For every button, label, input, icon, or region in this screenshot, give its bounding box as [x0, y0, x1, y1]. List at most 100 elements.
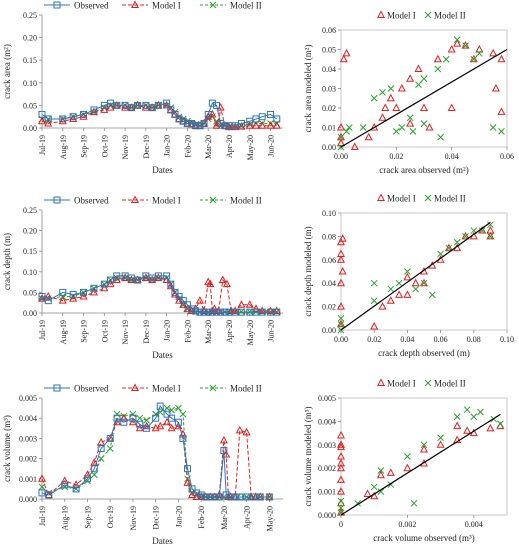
y-tick-label: 0.002 — [318, 464, 336, 473]
legend-marker-model1 — [130, 0, 140, 8]
data-point-observed — [171, 110, 179, 118]
data-point-model1 — [419, 103, 429, 111]
data-point-model2 — [97, 455, 105, 462]
legend-marker-model1 — [376, 10, 386, 18]
data-point-model2 — [478, 227, 486, 234]
y-axis-title: crack depth modeled (m) — [303, 226, 313, 316]
data-point-model1 — [37, 474, 47, 482]
data-point-model2 — [497, 420, 504, 428]
x-tick-label: Sep-19 — [80, 320, 89, 343]
data-point-model1 — [183, 478, 192, 486]
data-point-model1 — [336, 249, 346, 257]
x-axis-title: crack depth observed (m) — [378, 348, 470, 358]
data-point-model1 — [403, 290, 412, 298]
data-point-model1 — [336, 132, 346, 141]
y-tick-label: 0.10 — [23, 268, 37, 277]
data-point-model1 — [100, 283, 109, 292]
legend-marker-model2 — [209, 196, 217, 204]
x-tick-label: Dec-19 — [142, 320, 151, 344]
data-point-model1 — [119, 413, 128, 422]
data-point-model2 — [337, 320, 345, 328]
plot-frame — [340, 397, 508, 516]
data-point-observed — [183, 301, 191, 309]
data-point-model1 — [338, 266, 347, 275]
data-point-observed — [215, 493, 223, 501]
y-tick-label: 0.00 — [23, 124, 37, 133]
legend-marker-observed — [53, 196, 61, 204]
y-tick-label: 0.004 — [19, 414, 37, 423]
data-point-observed — [171, 288, 179, 296]
data-point-model2 — [463, 406, 471, 414]
y-tick-label: 0.003 — [19, 434, 37, 443]
data-point-model1 — [336, 463, 346, 472]
data-point-observed — [249, 493, 257, 501]
data-point-model2 — [179, 410, 187, 418]
data-point-observed — [200, 308, 208, 316]
x-tick-label: 0.02 — [367, 335, 381, 344]
data-point-observed — [179, 297, 187, 305]
data-point-model1 — [342, 48, 351, 57]
x-tick-label: 0.10 — [500, 335, 514, 344]
y-tick-label: 0.005 — [318, 394, 336, 403]
data-point-observed — [72, 485, 80, 493]
data-point-observed — [167, 106, 175, 114]
series-line-model1 — [41, 417, 270, 498]
legend-label-model1: Model I — [387, 379, 416, 389]
data-point-observed — [243, 493, 251, 501]
data-point-observed — [196, 308, 204, 316]
data-point-model1 — [336, 430, 346, 439]
x-tick-label: Sep-19 — [80, 135, 89, 158]
data-point-model1 — [58, 116, 67, 125]
data-point-observed — [154, 101, 162, 109]
x-tick-label: Jun-20 — [267, 320, 276, 342]
data-point-model1 — [486, 231, 495, 240]
legend-label-model2: Model II — [230, 384, 262, 394]
y-tick-label: 0.20 — [23, 34, 37, 43]
legend-label-model2: Model II — [434, 194, 466, 204]
data-point-model1 — [381, 103, 390, 111]
data-point-observed — [113, 272, 121, 280]
x-tick-label: Dec-19 — [142, 135, 151, 159]
data-point-model1 — [97, 437, 106, 446]
series-line-observed — [41, 275, 277, 313]
data-point-model1 — [121, 103, 130, 111]
data-point-model2 — [61, 483, 69, 491]
x-tick-label: May-20 — [246, 135, 255, 160]
data-point-model1 — [251, 121, 261, 129]
data-point-model2 — [434, 65, 442, 73]
data-point-model2 — [163, 404, 171, 412]
data-point-model1 — [100, 105, 109, 113]
data-point-observed — [80, 288, 88, 296]
y-tick-label: 0.001 — [19, 475, 37, 484]
x-tick-label: Feb-20 — [197, 506, 206, 529]
x-tick-label: Feb-20 — [183, 320, 192, 343]
x-tick-label: 0.02 — [389, 152, 403, 161]
data-point-observed — [113, 101, 121, 109]
x-tick-label: Aug-19 — [59, 320, 68, 344]
data-point-model2 — [404, 453, 411, 460]
data-point-model1 — [237, 300, 246, 308]
data-point-model2 — [337, 497, 345, 505]
data-point-model2 — [487, 221, 494, 229]
data-point-model1 — [403, 463, 412, 472]
data-point-observed — [188, 119, 196, 127]
data-point-model2 — [392, 128, 400, 135]
legend-marker-model2 — [209, 384, 217, 392]
y-tick-label: 0.25 — [23, 11, 37, 20]
data-point-model1 — [364, 132, 373, 141]
data-point-model1 — [44, 118, 53, 127]
data-point-observed — [175, 115, 183, 123]
data-point-observed — [45, 491, 53, 499]
data-point-observed — [163, 272, 171, 280]
data-point-model1 — [128, 417, 137, 426]
data-point-observed — [154, 272, 162, 280]
data-point-observed — [120, 418, 128, 426]
legend-marker-observed — [53, 384, 61, 392]
data-point-observed — [44, 297, 52, 305]
x-tick-label: Aug-19 — [61, 506, 70, 530]
data-point-model1 — [58, 296, 67, 304]
legend: Observed Model I Model II — [44, 383, 262, 394]
data-point-observed — [221, 308, 229, 316]
x-tick-label: Mar-20 — [204, 135, 213, 159]
data-point-observed — [100, 280, 108, 288]
